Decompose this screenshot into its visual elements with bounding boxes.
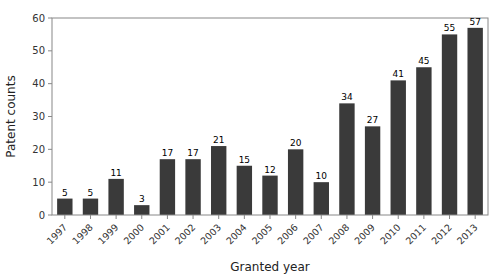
- bar: [262, 176, 277, 215]
- data-label: 41: [393, 69, 404, 79]
- bars: [57, 28, 483, 215]
- data-label: 15: [239, 155, 250, 165]
- x-tick-label: 2000: [121, 222, 146, 247]
- data-label: 17: [187, 148, 198, 158]
- bar: [211, 146, 226, 215]
- x-tick: [475, 215, 476, 219]
- plot-frame: [52, 18, 488, 215]
- x-tick-label: 1998: [70, 222, 95, 247]
- x-tick: [116, 215, 117, 219]
- y-tick: [48, 149, 52, 150]
- x-tick: [141, 215, 142, 219]
- x-tick-label: 2009: [352, 222, 377, 247]
- data-label: 10: [316, 171, 328, 181]
- bar: [108, 179, 123, 215]
- y-tick: [48, 18, 52, 19]
- bar: [83, 199, 98, 215]
- x-tick: [449, 215, 450, 219]
- y-tick: [48, 215, 52, 216]
- y-tick: [48, 83, 52, 84]
- data-label: 5: [62, 188, 68, 198]
- y-tick-label: 60: [32, 13, 45, 24]
- x-tick-label: 2007: [301, 222, 326, 247]
- data-label: 12: [264, 165, 275, 175]
- bar: [314, 182, 329, 215]
- x-tick-label: 1999: [96, 222, 121, 247]
- data-label: 5: [88, 188, 94, 198]
- x-tick: [218, 215, 219, 219]
- y-tick-label: 10: [32, 177, 45, 188]
- bar: [467, 28, 482, 215]
- x-tick: [346, 215, 347, 219]
- y-tick: [48, 50, 52, 51]
- x-tick: [398, 215, 399, 219]
- x-tick: [295, 215, 296, 219]
- data-label: 3: [139, 194, 145, 204]
- y-axis-label: Patent counts: [4, 75, 18, 157]
- x-tick: [64, 215, 65, 219]
- x-tick: [90, 215, 91, 219]
- bar: [391, 80, 406, 215]
- data-label: 17: [162, 148, 173, 158]
- data-label: 55: [444, 23, 455, 33]
- data-label: 11: [110, 168, 121, 178]
- x-tick-label: 2003: [198, 222, 223, 247]
- x-tick-label: 2005: [250, 222, 275, 247]
- data-label: 34: [341, 92, 353, 102]
- x-tick-label: 2010: [378, 222, 403, 247]
- x-axis-label: Granted year: [230, 260, 310, 274]
- bar: [57, 199, 72, 215]
- x-tick-label: 2006: [275, 222, 300, 247]
- bar: [339, 103, 354, 215]
- x-tick-label: 2008: [326, 222, 351, 247]
- x-tick-label: 2012: [429, 222, 454, 247]
- data-label: 27: [367, 115, 378, 125]
- x-tick: [270, 215, 271, 219]
- x-tick: [193, 215, 194, 219]
- x-tick-label: 2013: [455, 222, 480, 247]
- x-tick-label: 2011: [403, 222, 428, 247]
- bar: [237, 166, 252, 215]
- bar: [185, 159, 200, 215]
- bar: [365, 126, 380, 215]
- bar: [160, 159, 175, 215]
- data-label: 21: [213, 135, 224, 145]
- x-tick-label: 2004: [224, 222, 249, 247]
- bar: [416, 67, 431, 215]
- data-label: 45: [418, 56, 429, 66]
- y-tick: [48, 182, 52, 183]
- bar: [134, 205, 149, 215]
- y-tick-label: 30: [32, 111, 45, 122]
- y-tick-label: 50: [32, 45, 45, 56]
- x-tick-label: 2001: [147, 222, 172, 247]
- y-tick: [48, 116, 52, 117]
- x-tick: [167, 215, 168, 219]
- data-label: 20: [290, 138, 302, 148]
- bar: [442, 34, 457, 215]
- x-tick-label: 2002: [173, 222, 198, 247]
- data-label: 57: [469, 17, 480, 27]
- chart: 5511317172115122010342741455557010203040…: [0, 0, 500, 279]
- x-tick: [423, 215, 424, 219]
- x-tick: [372, 215, 373, 219]
- bar: [288, 149, 303, 215]
- x-tick: [244, 215, 245, 219]
- y-tick-label: 20: [32, 144, 45, 155]
- x-tick: [321, 215, 322, 219]
- x-tick-label: 1997: [44, 222, 69, 247]
- y-tick-label: 0: [39, 210, 45, 221]
- y-tick-label: 40: [32, 78, 45, 89]
